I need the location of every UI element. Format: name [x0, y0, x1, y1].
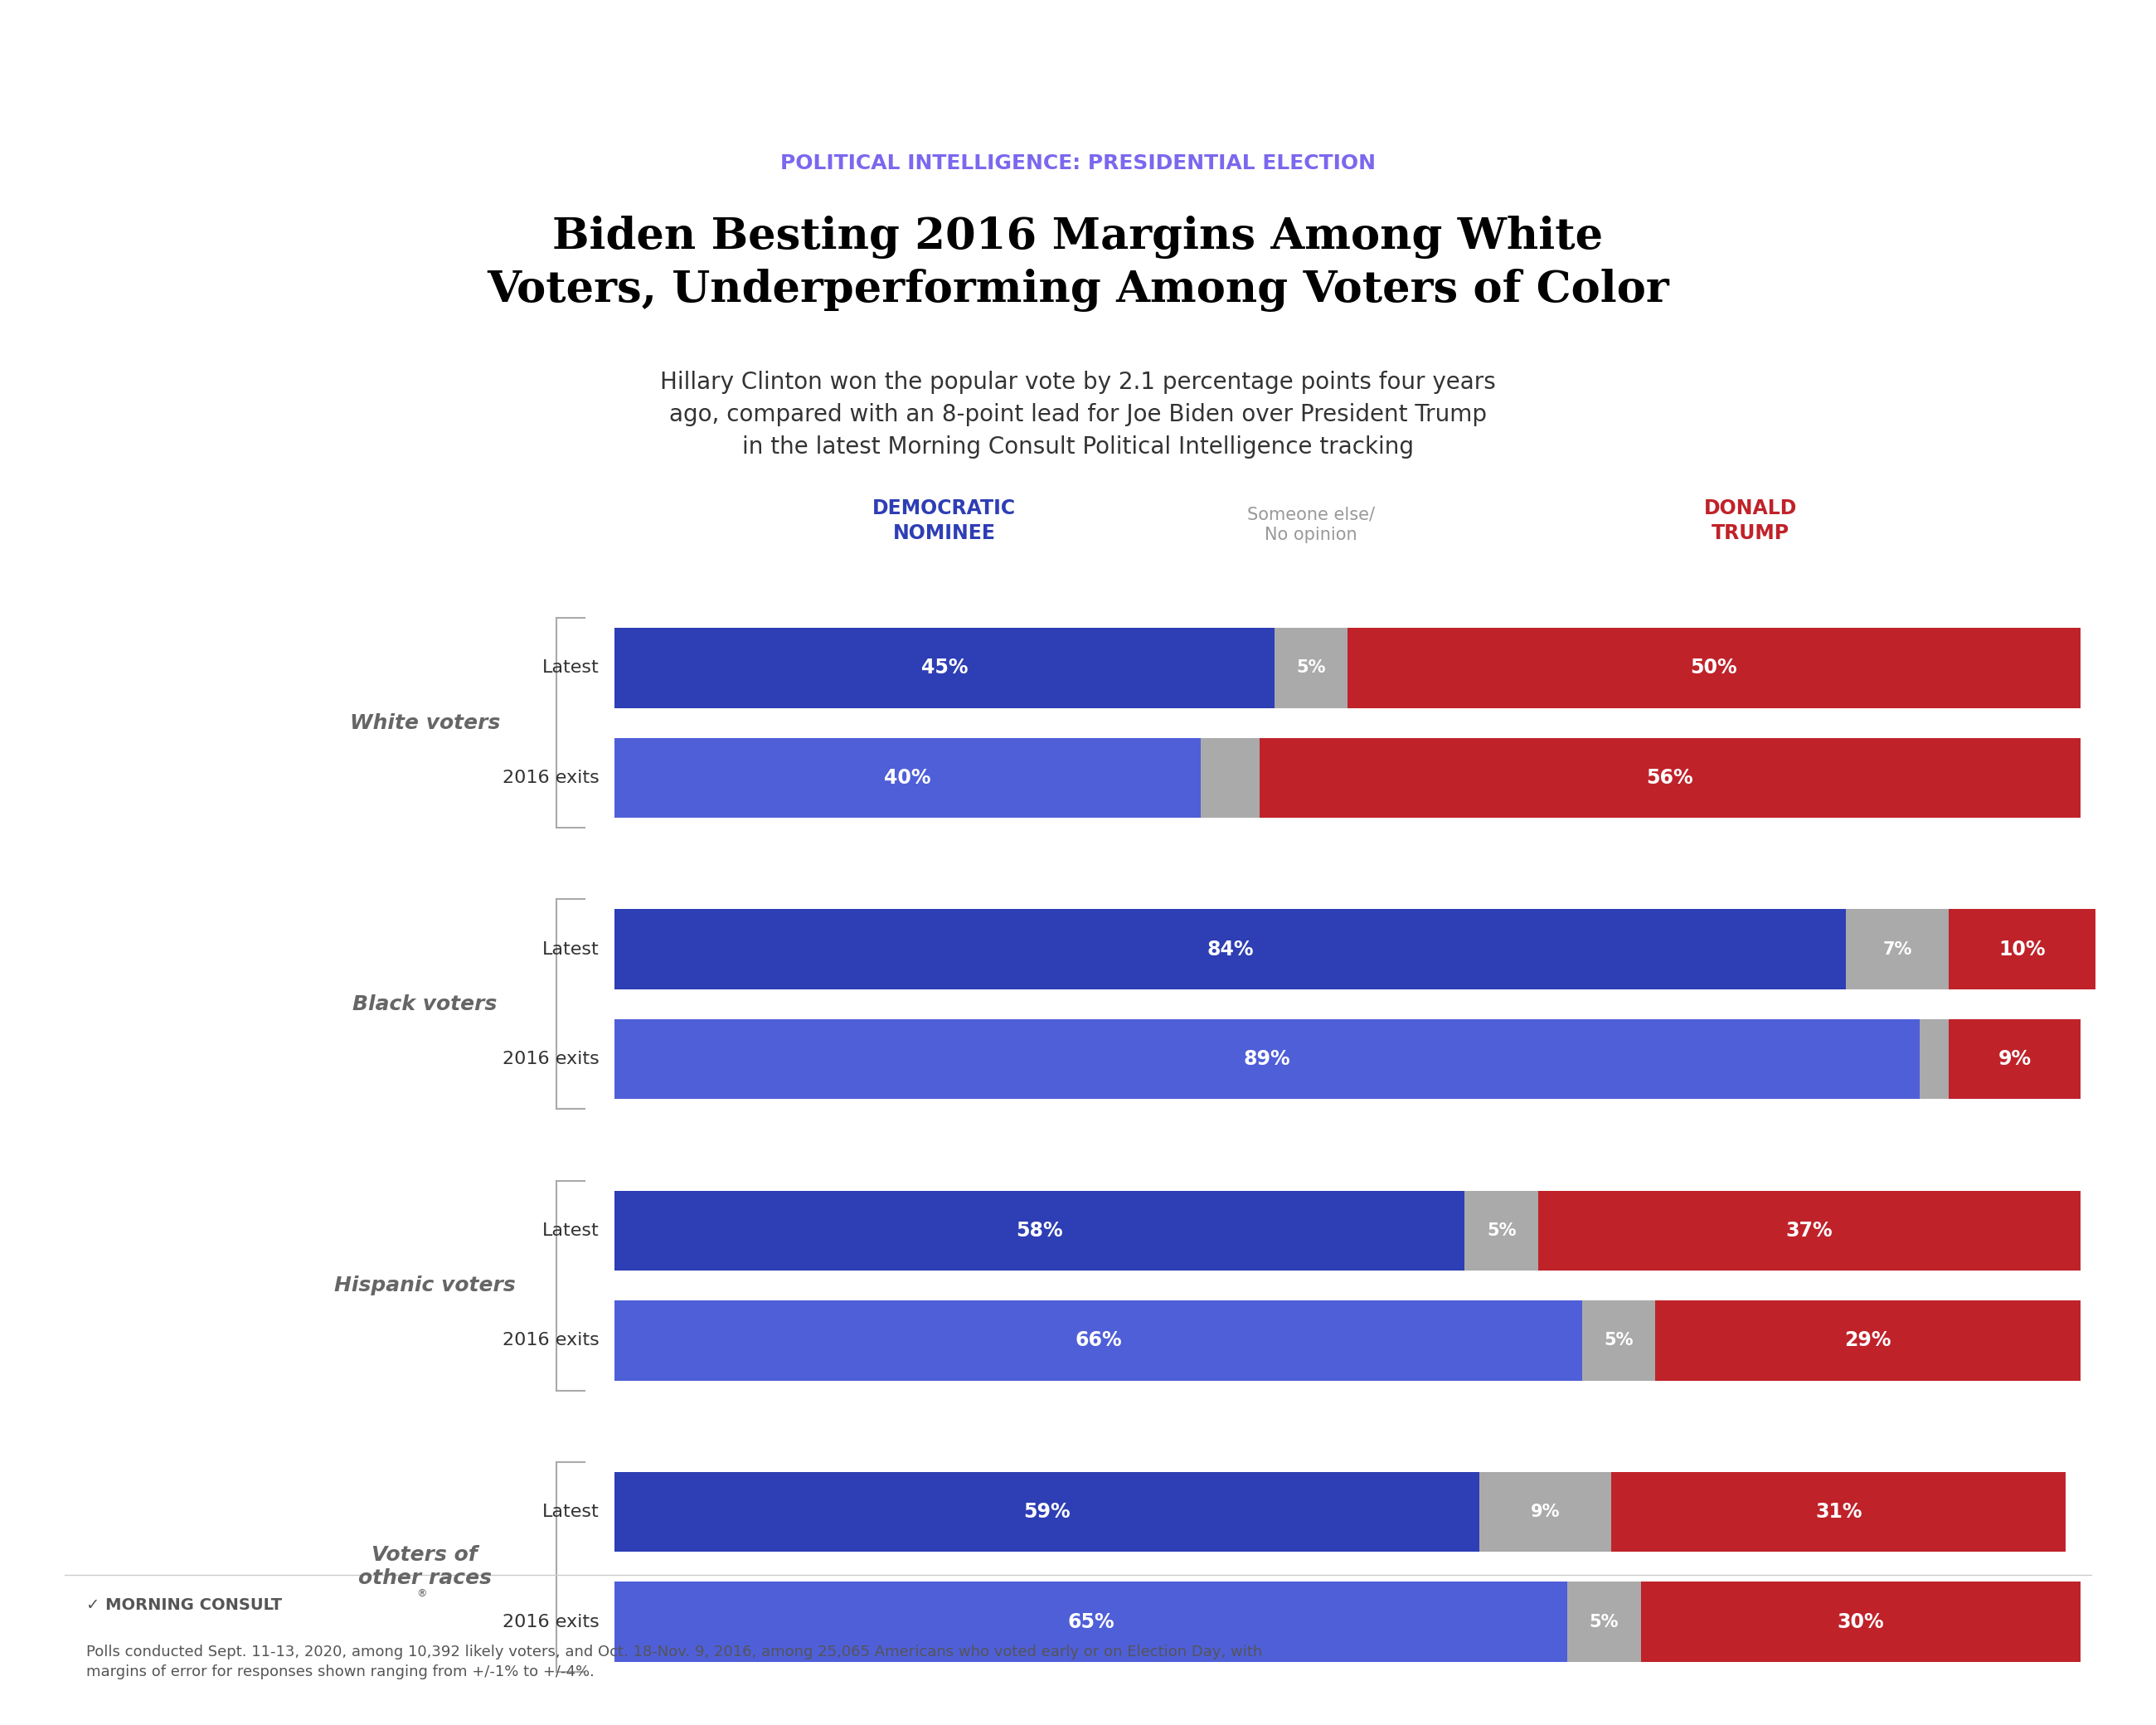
- Text: 31%: 31%: [1815, 1502, 1863, 1521]
- Text: Someone else/
No opinion: Someone else/ No opinion: [1246, 505, 1376, 543]
- Text: 9%: 9%: [1999, 1049, 2031, 1070]
- Text: 58%: 58%: [1015, 1221, 1063, 1240]
- Bar: [1919, 1019, 1949, 1099]
- Bar: [614, 1019, 1919, 1099]
- Text: Biden Besting 2016 Margins Among White
Voters, Underperforming Among Voters of C: Biden Besting 2016 Margins Among White V…: [487, 216, 1669, 312]
- Text: Voters of
other races: Voters of other races: [358, 1546, 492, 1589]
- Bar: [614, 628, 1274, 707]
- Bar: [1641, 1582, 2081, 1661]
- Text: Latest: Latest: [543, 659, 599, 676]
- Bar: [1274, 628, 1348, 707]
- Text: Hispanic voters: Hispanic voters: [334, 1275, 515, 1295]
- Text: 5%: 5%: [1589, 1613, 1619, 1630]
- Text: 56%: 56%: [1647, 768, 1692, 788]
- Text: 37%: 37%: [1785, 1221, 1833, 1240]
- Text: POLITICAL INTELLIGENCE: PRESIDENTIAL ELECTION: POLITICAL INTELLIGENCE: PRESIDENTIAL ELE…: [780, 154, 1376, 174]
- Bar: [1949, 909, 2096, 988]
- Text: 59%: 59%: [1024, 1502, 1069, 1521]
- Text: 40%: 40%: [884, 768, 931, 788]
- Text: 9%: 9%: [1531, 1504, 1561, 1520]
- Bar: [1201, 738, 1259, 818]
- Text: 30%: 30%: [1837, 1611, 1884, 1632]
- Bar: [1583, 1301, 1656, 1380]
- Bar: [1537, 1190, 2081, 1271]
- Text: DEMOCRATIC
NOMINEE: DEMOCRATIC NOMINEE: [873, 499, 1015, 543]
- Text: DONALD
TRUMP: DONALD TRUMP: [1703, 499, 1798, 543]
- Text: Polls conducted Sept. 11-13, 2020, among 10,392 likely voters, and Oct. 18-Nov. : Polls conducted Sept. 11-13, 2020, among…: [86, 1644, 1261, 1678]
- Text: 66%: 66%: [1076, 1330, 1121, 1351]
- Bar: [1567, 1582, 1641, 1661]
- Text: Latest: Latest: [543, 1223, 599, 1239]
- Text: ✓ MORNING CONSULT: ✓ MORNING CONSULT: [86, 1597, 282, 1613]
- Text: White voters: White voters: [349, 712, 500, 733]
- Text: Hillary Clinton won the popular vote by 2.1 percentage points four years
ago, co: Hillary Clinton won the popular vote by …: [660, 371, 1496, 459]
- Bar: [614, 1582, 1567, 1661]
- Text: 45%: 45%: [921, 657, 968, 678]
- Text: 2016 exits: 2016 exits: [502, 1332, 599, 1349]
- Text: 50%: 50%: [1690, 657, 1738, 678]
- Bar: [614, 909, 1846, 988]
- Text: 2016 exits: 2016 exits: [502, 1613, 599, 1630]
- Bar: [1464, 1190, 1537, 1271]
- Text: 89%: 89%: [1244, 1049, 1289, 1070]
- Bar: [1479, 1471, 1611, 1552]
- Bar: [1949, 1019, 2081, 1099]
- Text: ®: ®: [416, 1589, 427, 1599]
- Bar: [614, 738, 1201, 818]
- Text: 5%: 5%: [1296, 659, 1326, 676]
- Text: Latest: Latest: [543, 942, 599, 957]
- Bar: [1611, 1471, 2065, 1552]
- Text: 84%: 84%: [1207, 940, 1253, 959]
- Text: Black voters: Black voters: [351, 994, 498, 1014]
- Text: 2016 exits: 2016 exits: [502, 769, 599, 787]
- Bar: [1348, 628, 2081, 707]
- Bar: [614, 1190, 1464, 1271]
- Bar: [1259, 738, 2081, 818]
- Text: 5%: 5%: [1488, 1223, 1516, 1239]
- Bar: [614, 1471, 1479, 1552]
- Text: 29%: 29%: [1846, 1330, 1891, 1351]
- Text: 65%: 65%: [1067, 1611, 1115, 1632]
- Text: Latest: Latest: [543, 1504, 599, 1520]
- Text: 2016 exits: 2016 exits: [502, 1051, 599, 1068]
- Bar: [1846, 909, 1949, 988]
- Text: 7%: 7%: [1882, 942, 1912, 957]
- Text: 5%: 5%: [1604, 1332, 1634, 1349]
- Bar: [614, 1301, 1583, 1380]
- Text: 10%: 10%: [1999, 940, 2046, 959]
- Bar: [1656, 1301, 2081, 1380]
